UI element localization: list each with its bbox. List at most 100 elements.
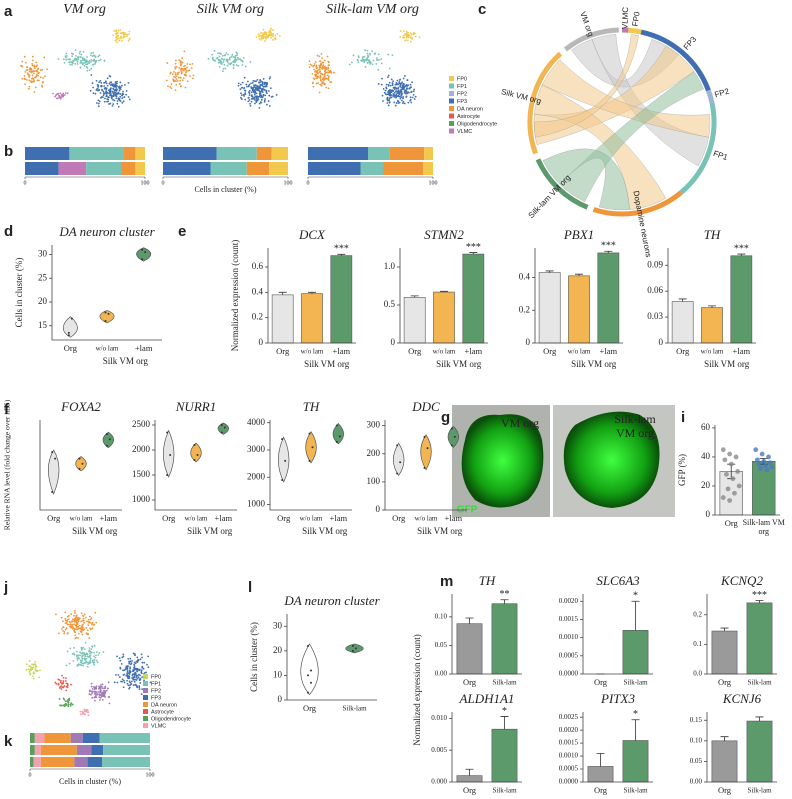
x-tick-label: w/o lam [568, 348, 591, 356]
umap-cell [67, 614, 70, 617]
umap-cell [409, 96, 412, 99]
umap-cell [104, 80, 107, 83]
y-tick-label: 2000 [132, 444, 151, 454]
umap-cell [112, 87, 115, 90]
y-tick-label: 0.10 [435, 612, 448, 620]
data-point [756, 461, 762, 467]
umap-cell [126, 675, 129, 678]
umap-cell [235, 64, 238, 67]
umap-cell [66, 619, 69, 622]
bar-segment [383, 162, 423, 175]
umap-cell [108, 92, 110, 95]
umap-cell [314, 61, 317, 63]
umap-cell [366, 52, 369, 55]
umap-cell [369, 60, 372, 63]
umap-cell [118, 657, 121, 660]
umap-cell [60, 688, 63, 690]
umap-cell [188, 69, 191, 72]
umap-cell [30, 68, 33, 71]
umap-cell [21, 60, 24, 63]
umap-cell [389, 90, 392, 93]
umap-cell [211, 53, 213, 56]
umap-cell [118, 676, 121, 678]
umap-cell [109, 94, 111, 97]
umap-cell [104, 685, 107, 688]
umap-cell [128, 98, 131, 101]
umap-cell [175, 83, 178, 86]
y-axis-label: Relative RNA level (fold change over hES… [3, 399, 12, 530]
umap-cell [68, 699, 71, 702]
y-tick-label: 0.00 [435, 670, 448, 678]
umap-cell [93, 58, 95, 61]
umap-cell [113, 99, 116, 102]
umap-cell [260, 37, 263, 40]
umap-cell [129, 666, 132, 669]
umap-cell [35, 65, 38, 68]
data-point [722, 457, 728, 463]
data-point [220, 431, 223, 434]
umap-cell [387, 53, 390, 56]
data-point [754, 457, 760, 463]
y-tick-label: 60 [701, 422, 711, 432]
umap-cell [98, 54, 101, 57]
bar-segment [368, 147, 390, 160]
error-bar [631, 600, 640, 631]
umap-cell [46, 68, 49, 71]
umap-cell [70, 702, 73, 705]
umap-cell [251, 88, 254, 91]
umap-cell [275, 93, 278, 96]
chart-title: KCNJ6 [722, 691, 762, 706]
umap-cell [375, 63, 378, 65]
umap-cell [105, 90, 107, 93]
error-bar [500, 716, 509, 730]
umap-cell [28, 79, 31, 82]
umap-cell [165, 79, 168, 82]
umap-cell [393, 91, 396, 94]
umap-cell [39, 76, 42, 79]
bar-segment [121, 162, 136, 175]
umap-cell [112, 103, 115, 105]
x-tick-label: w/o lam [415, 515, 438, 523]
umap-cell [67, 700, 69, 703]
umap-cell [25, 61, 27, 64]
bar-segment [103, 745, 150, 755]
umap-cell [272, 33, 275, 35]
umap-cell [98, 685, 100, 688]
umap-cell [315, 82, 318, 85]
umap-cell [186, 80, 189, 83]
umap-cell [266, 82, 269, 84]
umap-cell [80, 61, 83, 64]
umap-cell [264, 40, 266, 42]
umap-cell [103, 695, 106, 697]
organoid [461, 414, 544, 508]
umap-cell [111, 90, 114, 93]
umap-cell [225, 52, 228, 54]
umap-cell [263, 99, 266, 102]
umap-cell [99, 79, 102, 82]
umap-cell [406, 39, 409, 42]
umap-cell [217, 52, 219, 55]
chart-title: PITX3 [600, 691, 635, 706]
umap-cell [411, 81, 413, 84]
y-tick-label: 0 [659, 337, 664, 347]
umap-cell [34, 660, 37, 663]
umap-cell [133, 676, 135, 679]
umap-cell [91, 627, 94, 630]
umap-cell [100, 88, 103, 91]
umap-cell [357, 61, 360, 64]
bar [711, 630, 738, 675]
umap-cell [247, 84, 250, 87]
umap-cell [386, 96, 389, 99]
umap-cell [82, 619, 85, 622]
umap-cell [119, 100, 122, 102]
y-tick-label: 0.2 [519, 304, 530, 314]
chart-title: KCNQ2 [720, 573, 763, 588]
umap-cell [326, 55, 329, 58]
umap-cell [104, 691, 107, 694]
umap-cell [116, 82, 118, 85]
image-label: Silk-lam [614, 412, 656, 426]
umap-cell [129, 667, 131, 670]
umap-cell [395, 88, 398, 90]
x-tick-label: +lam [733, 346, 751, 356]
data-point [169, 454, 172, 456]
